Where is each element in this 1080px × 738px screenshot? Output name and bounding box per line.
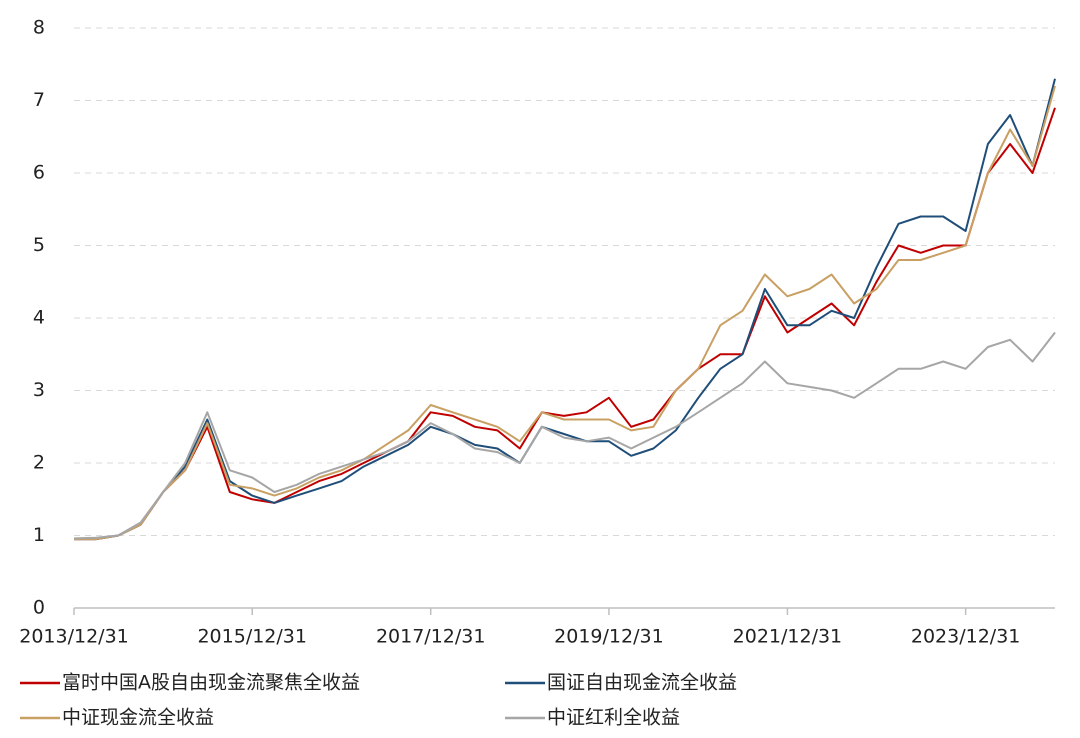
y-tick-label: 8 [33, 17, 45, 39]
legend-label: 国证自由现金流全收益 [547, 672, 737, 694]
legend-label: 中证红利全收益 [547, 707, 680, 729]
series-line [74, 85, 1056, 541]
y-tick-label: 7 [33, 89, 45, 111]
y-tick-label: 1 [33, 524, 45, 546]
y-tick-label: 0 [33, 597, 45, 619]
series-line [73, 331, 1056, 540]
x-tick-label: 2023/12/31 [911, 626, 1021, 648]
y-tick-label: 3 [33, 379, 45, 401]
x-tick-label: 2017/12/31 [376, 626, 486, 648]
series-line [74, 78, 1056, 541]
x-tick-label: 2015/12/31 [197, 626, 307, 648]
legend-label: 中证现金流全收益 [62, 707, 214, 729]
x-tick-label: 2019/12/31 [554, 626, 664, 648]
y-tick-label: 6 [33, 162, 45, 184]
series-line [74, 107, 1056, 541]
x-tick-label: 2021/12/31 [733, 626, 843, 648]
y-tick-label: 4 [33, 307, 45, 329]
y-tick-label: 2 [33, 452, 45, 474]
y-tick-label: 5 [33, 234, 45, 256]
legend-label: 富时中国A股自由现金流聚焦全收益 [62, 672, 360, 694]
x-tick-label: 2013/12/31 [19, 626, 129, 648]
